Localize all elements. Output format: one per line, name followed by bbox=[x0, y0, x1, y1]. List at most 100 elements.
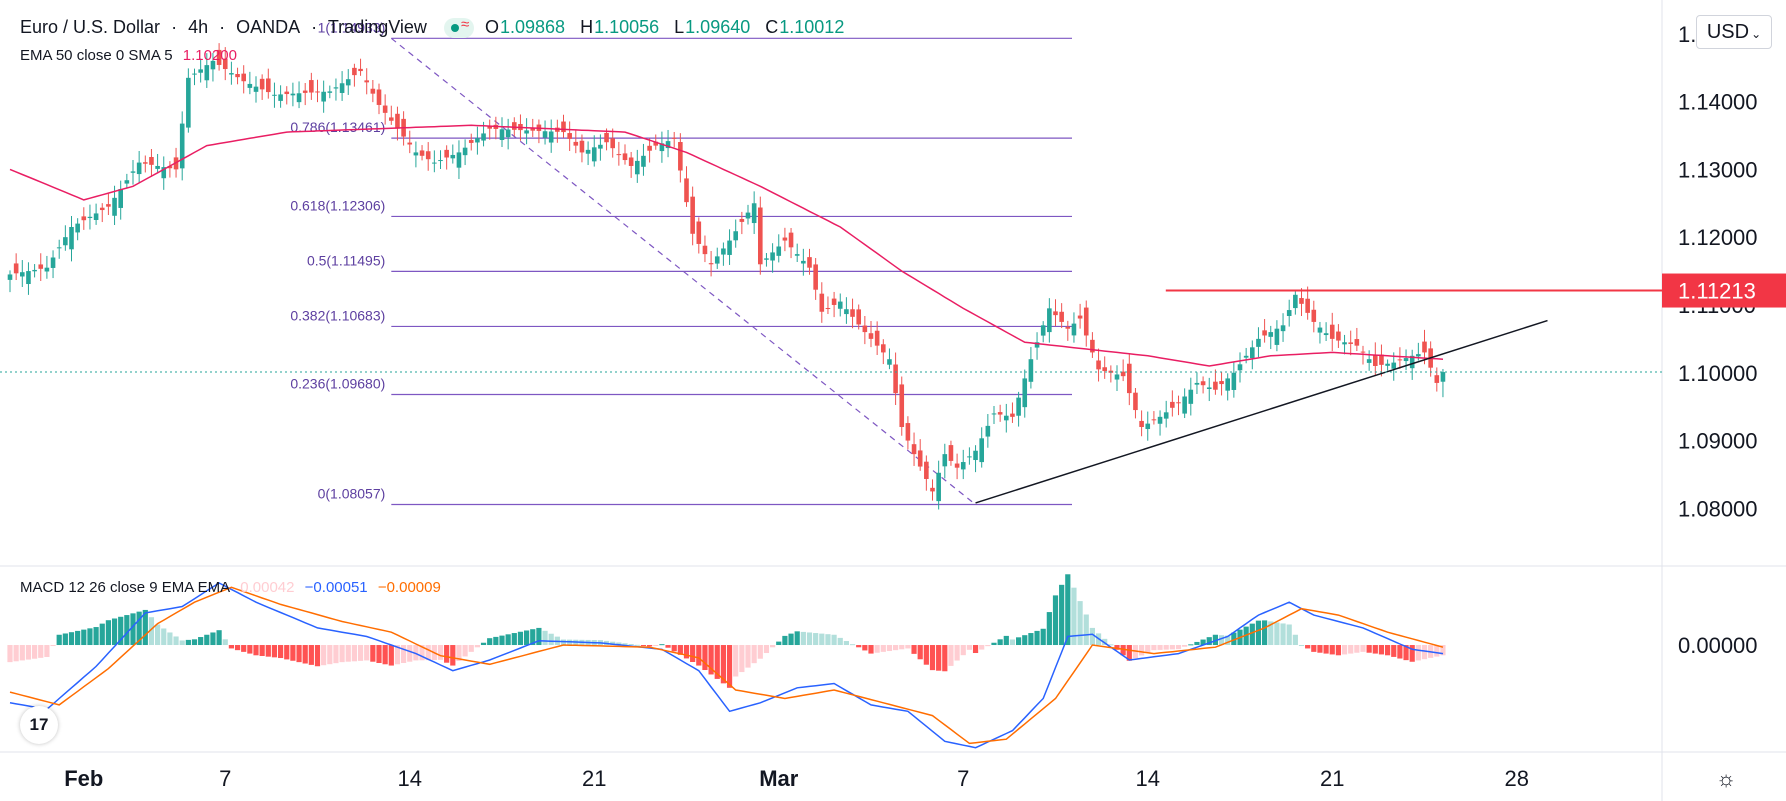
macd-histogram-bar bbox=[1373, 645, 1378, 654]
macd-histogram-bar bbox=[81, 630, 86, 645]
macd-histogram-bar bbox=[782, 636, 787, 645]
candle-body bbox=[1348, 342, 1353, 344]
candle-body bbox=[1422, 342, 1427, 353]
candle-body bbox=[1385, 364, 1390, 366]
candle-body bbox=[623, 153, 628, 160]
ema-legend[interactable]: EMA 50 close 0 SMA 5 1.10200 bbox=[20, 47, 243, 64]
macd-histogram-bar bbox=[758, 645, 763, 659]
macd-histogram-bar bbox=[1034, 631, 1039, 645]
macd-histogram-bar bbox=[868, 645, 873, 654]
macd-histogram-bar bbox=[1324, 645, 1329, 654]
macd-histogram-bar bbox=[112, 618, 117, 645]
candle-body bbox=[106, 204, 111, 207]
macd-hist-value: 0.00042 bbox=[240, 579, 294, 596]
ohlc-low-value: 1.09640 bbox=[685, 17, 750, 37]
macd-histogram-bar bbox=[1145, 645, 1150, 653]
fib-level-label: 0.618(1.12306) bbox=[290, 197, 385, 213]
candle-body bbox=[1016, 398, 1021, 416]
candle-body bbox=[1398, 359, 1403, 360]
candle-body bbox=[887, 359, 892, 365]
candle-body bbox=[1096, 360, 1101, 369]
candle-body bbox=[955, 464, 960, 468]
candle-body bbox=[899, 384, 904, 427]
settings-gear-icon[interactable]: ☼ bbox=[1716, 766, 1736, 792]
candle-body bbox=[94, 213, 99, 220]
macd-histogram-bar bbox=[180, 640, 185, 645]
candle-body bbox=[961, 462, 966, 469]
macd-histogram-bar bbox=[26, 645, 31, 660]
candle-body bbox=[586, 150, 591, 154]
candle-body bbox=[291, 94, 296, 96]
macd-histogram-bar bbox=[1065, 574, 1070, 645]
macd-histogram-bar bbox=[217, 630, 222, 645]
macd-label: MACD 12 26 close 9 EMA EMA bbox=[20, 579, 230, 596]
macd-histogram-bar bbox=[192, 639, 197, 645]
separator-1: · bbox=[171, 17, 177, 37]
price-badge-label: 1.11213 bbox=[1678, 279, 1756, 304]
candle-body bbox=[266, 78, 271, 92]
macd-histogram-bar bbox=[635, 645, 640, 646]
chevron-down-icon: ⌄ bbox=[1751, 27, 1761, 41]
candle-body bbox=[1072, 324, 1077, 336]
candle-body bbox=[893, 364, 898, 393]
macd-histogram-bar bbox=[1311, 645, 1316, 652]
candle-body bbox=[82, 216, 87, 220]
candle-body bbox=[807, 257, 812, 268]
ohlc-open-value: 1.09868 bbox=[500, 17, 565, 37]
macd-histogram-bar bbox=[284, 645, 289, 659]
fib-level-label: 0.5(1.11495) bbox=[307, 252, 385, 268]
macd-histogram-bar bbox=[106, 620, 111, 645]
macd-histogram-bar bbox=[161, 628, 166, 645]
timeframe-label[interactable]: 4h bbox=[188, 17, 208, 37]
macd-histogram-bar bbox=[549, 634, 554, 645]
macd-histogram-bar bbox=[1410, 645, 1415, 662]
symbol-title[interactable]: Euro / U.S. Dollar bbox=[20, 17, 160, 37]
candle-body bbox=[260, 79, 265, 90]
candle-body bbox=[14, 263, 19, 273]
macd-histogram-bar bbox=[979, 645, 984, 650]
candle-body bbox=[1262, 330, 1267, 335]
candle-body bbox=[1225, 378, 1230, 390]
candle-body bbox=[524, 130, 529, 133]
macd-histogram-bar bbox=[752, 645, 757, 663]
candle-body bbox=[512, 122, 517, 130]
candle-body bbox=[272, 95, 277, 96]
candle-body bbox=[967, 456, 972, 457]
macd-histogram-bar bbox=[278, 645, 283, 658]
candle-body bbox=[813, 264, 818, 289]
candle-body bbox=[1164, 412, 1169, 418]
candle-body bbox=[783, 238, 788, 241]
macd-histogram-bar bbox=[266, 645, 271, 657]
macd-histogram-bar bbox=[1317, 645, 1322, 653]
candle-body bbox=[112, 198, 117, 216]
macd-histogram-bar bbox=[696, 645, 701, 666]
macd-histogram-bar bbox=[155, 624, 160, 645]
candle-body bbox=[1250, 347, 1255, 358]
macd-histogram-bar bbox=[542, 631, 547, 645]
macd-histogram-bar bbox=[1157, 645, 1162, 650]
candle-body bbox=[789, 233, 794, 248]
macd-histogram-bar bbox=[702, 645, 707, 670]
tradingview-logo-icon[interactable]: 17 bbox=[20, 706, 58, 744]
macd-histogram-bar bbox=[727, 645, 732, 688]
market-status-icon[interactable] bbox=[444, 18, 474, 38]
chart-canvas[interactable]: 1(1.14933)0.786(1.13461)0.618(1.12306)0.… bbox=[0, 0, 1786, 801]
candle-body bbox=[8, 274, 13, 279]
macd-histogram-bar bbox=[229, 645, 234, 648]
macd-histogram-bar bbox=[241, 645, 246, 652]
macd-histogram-bar bbox=[1305, 645, 1310, 648]
currency-button[interactable]: USD ⌄ bbox=[1696, 15, 1772, 49]
symbol-legend: Euro / U.S. Dollar · 4h · OANDA · Tradin… bbox=[20, 17, 854, 38]
candle-body bbox=[284, 92, 289, 94]
macd-histogram-bar bbox=[32, 645, 37, 659]
macd-legend[interactable]: MACD 12 26 close 9 EMA EMA 0.00042 −0.00… bbox=[20, 579, 447, 596]
macd-histogram-bar bbox=[7, 645, 12, 662]
macd-histogram-bar bbox=[1348, 645, 1353, 654]
macd-signal-line bbox=[10, 587, 1443, 743]
candle-body bbox=[647, 146, 652, 151]
macd-histogram-bar bbox=[1170, 645, 1175, 649]
candle-body bbox=[1238, 364, 1243, 370]
candle-body bbox=[1176, 402, 1181, 403]
candle-body bbox=[407, 143, 412, 145]
macd-histogram-bar bbox=[167, 632, 172, 645]
